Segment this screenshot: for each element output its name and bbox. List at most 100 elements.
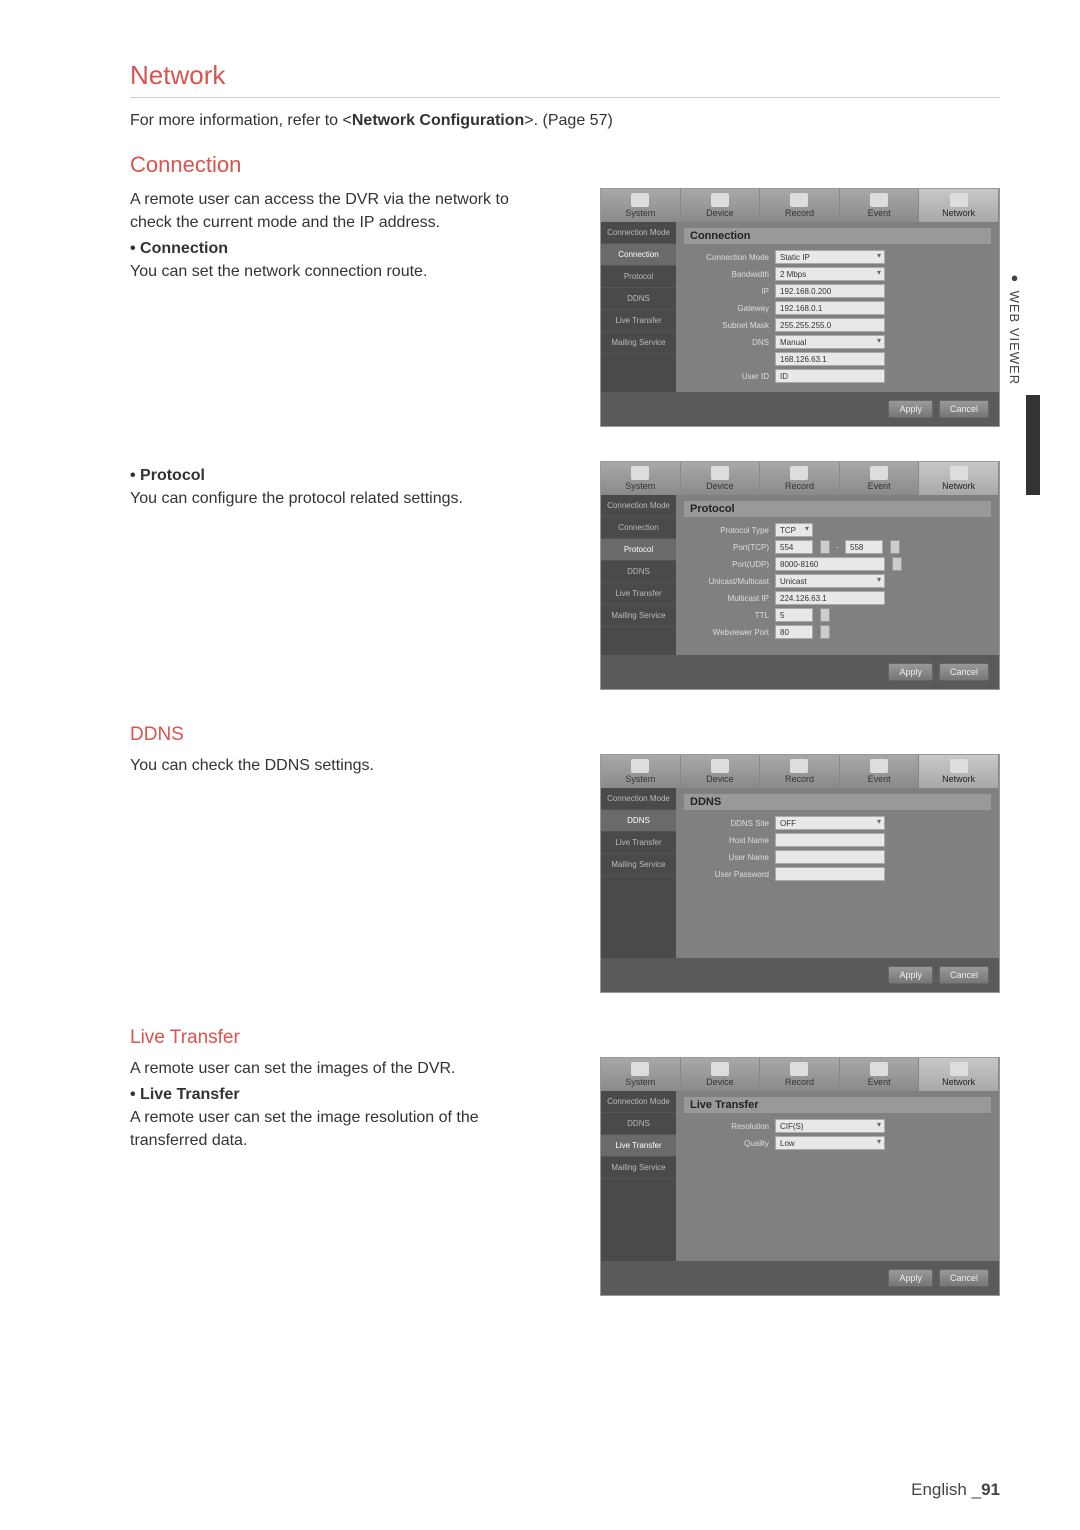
input-field[interactable] <box>775 867 885 881</box>
sidebar-item[interactable]: Protocol <box>601 266 676 288</box>
tab-label: Device <box>706 774 734 784</box>
input-field[interactable]: 554 <box>775 540 813 554</box>
sidebar-item[interactable]: Connection Mode <box>601 1091 676 1113</box>
tab-record[interactable]: Record <box>760 755 840 788</box>
cancel-button[interactable]: Cancel <box>939 663 989 681</box>
select-field[interactable]: Low <box>775 1136 885 1150</box>
input-field[interactable] <box>775 850 885 864</box>
form-label: Bandwidth <box>684 270 769 279</box>
spinner-icon[interactable] <box>890 540 900 554</box>
input-field[interactable]: 255.255.255.0 <box>775 318 885 332</box>
event-icon <box>870 759 888 773</box>
system-icon <box>631 466 649 480</box>
sidebar-item[interactable]: DDNS <box>601 561 676 583</box>
panel-content: ProtocolProtocol TypeTCPPort(TCP)554-558… <box>676 495 999 655</box>
form-label: Port(UDP) <box>684 560 769 569</box>
tab-event[interactable]: Event <box>840 189 920 222</box>
sidebar-item[interactable]: Live Transfer <box>601 832 676 854</box>
input-field[interactable]: ID <box>775 369 885 383</box>
input-field[interactable]: 168.126.63.1 <box>775 352 885 366</box>
system-icon <box>631 193 649 207</box>
sidebar-item[interactable]: DDNS <box>601 288 676 310</box>
tab-record[interactable]: Record <box>760 1058 840 1091</box>
form-row: User ID ID <box>684 369 991 383</box>
tab-event[interactable]: Event <box>840 462 920 495</box>
select-field[interactable]: TCP <box>775 523 813 537</box>
input-field[interactable]: 558 <box>845 540 883 554</box>
input-field[interactable]: 5 <box>775 608 813 622</box>
tab-device[interactable]: Device <box>681 1058 761 1091</box>
spinner-icon[interactable] <box>892 557 902 571</box>
event-icon <box>870 1062 888 1076</box>
form-label: Multicast IP <box>684 594 769 603</box>
tab-system[interactable]: System <box>601 462 681 495</box>
sidebar-item[interactable]: Connection Mode <box>601 788 676 810</box>
tab-network[interactable]: Network <box>919 1058 999 1091</box>
tab-system[interactable]: System <box>601 189 681 222</box>
system-icon <box>631 1062 649 1076</box>
select-field[interactable]: CIF(S) <box>775 1119 885 1133</box>
sidebar-item[interactable]: Connection <box>601 244 676 266</box>
cancel-button[interactable]: Cancel <box>939 400 989 418</box>
sidebar-item[interactable]: Connection <box>601 517 676 539</box>
sidebar-item[interactable]: DDNS <box>601 1113 676 1135</box>
form-row: User Password <box>684 867 991 881</box>
select-field[interactable]: Manual <box>775 335 885 349</box>
tab-record[interactable]: Record <box>760 462 840 495</box>
panel-title: Protocol <box>684 501 991 517</box>
input-field[interactable]: 192.168.0.1 <box>775 301 885 315</box>
select-field[interactable]: Unicast <box>775 574 885 588</box>
tab-record[interactable]: Record <box>760 189 840 222</box>
apply-button[interactable]: Apply <box>888 966 933 984</box>
tab-network[interactable]: Network <box>919 189 999 222</box>
input-field[interactable]: 8000-8160 <box>775 557 885 571</box>
input-field[interactable]: 224.126.63.1 <box>775 591 885 605</box>
form-label: Gateway <box>684 304 769 313</box>
input-field[interactable]: 80 <box>775 625 813 639</box>
tab-device[interactable]: Device <box>681 462 761 495</box>
cancel-button[interactable]: Cancel <box>939 1269 989 1287</box>
form-label: Subnet Mask <box>684 321 769 330</box>
form-label: Webviewer Port <box>684 628 769 637</box>
tab-event[interactable]: Event <box>840 1058 920 1091</box>
spinner-icon[interactable] <box>820 608 830 622</box>
apply-button[interactable]: Apply <box>888 1269 933 1287</box>
sidebar-item[interactable]: Live Transfer <box>601 1135 676 1157</box>
sidebar-item[interactable]: DDNS <box>601 810 676 832</box>
sidebar-item[interactable]: Mailing Service <box>601 332 676 354</box>
apply-button[interactable]: Apply <box>888 400 933 418</box>
sidebar-item[interactable]: Protocol <box>601 539 676 561</box>
tab-system[interactable]: System <box>601 755 681 788</box>
sidebar-item[interactable]: Mailing Service <box>601 605 676 627</box>
form-label: User ID <box>684 372 769 381</box>
sidebar-item[interactable]: Live Transfer <box>601 583 676 605</box>
spinner-icon[interactable] <box>820 625 830 639</box>
tab-label: Event <box>868 208 891 218</box>
form-row: Unicast/MulticastUnicast <box>684 574 991 588</box>
sidebar-item[interactable]: Mailing Service <box>601 1157 676 1179</box>
apply-button[interactable]: Apply <box>888 663 933 681</box>
cancel-button[interactable]: Cancel <box>939 966 989 984</box>
tab-system[interactable]: System <box>601 1058 681 1091</box>
tab-network[interactable]: Network <box>919 462 999 495</box>
sidebar-item[interactable]: Live Transfer <box>601 310 676 332</box>
spinner-icon[interactable] <box>820 540 830 554</box>
sidebar-item[interactable]: Mailing Service <box>601 854 676 876</box>
input-field[interactable]: 192.168.0.200 <box>775 284 885 298</box>
tab-label: Network <box>942 1077 975 1087</box>
live-screenshot: SystemDeviceRecordEvent Network Connection… <box>600 1057 1000 1296</box>
intro-bold: Network Configuration <box>352 112 524 129</box>
tab-event[interactable]: Event <box>840 755 920 788</box>
device-icon <box>711 759 729 773</box>
tab-device[interactable]: Device <box>681 189 761 222</box>
form-row: QualityLow <box>684 1136 991 1150</box>
panel-body: Connection ModeConnectionProtocolDDNSLiv… <box>601 222 999 392</box>
input-field[interactable] <box>775 833 885 847</box>
select-field[interactable]: Static IP <box>775 250 885 264</box>
select-field[interactable]: OFF <box>775 816 885 830</box>
select-field[interactable]: 2 Mbps <box>775 267 885 281</box>
sidebar-item[interactable]: Connection Mode <box>601 495 676 517</box>
sidebar-item[interactable]: Connection Mode <box>601 222 676 244</box>
tab-network[interactable]: Network <box>919 755 999 788</box>
tab-device[interactable]: Device <box>681 755 761 788</box>
